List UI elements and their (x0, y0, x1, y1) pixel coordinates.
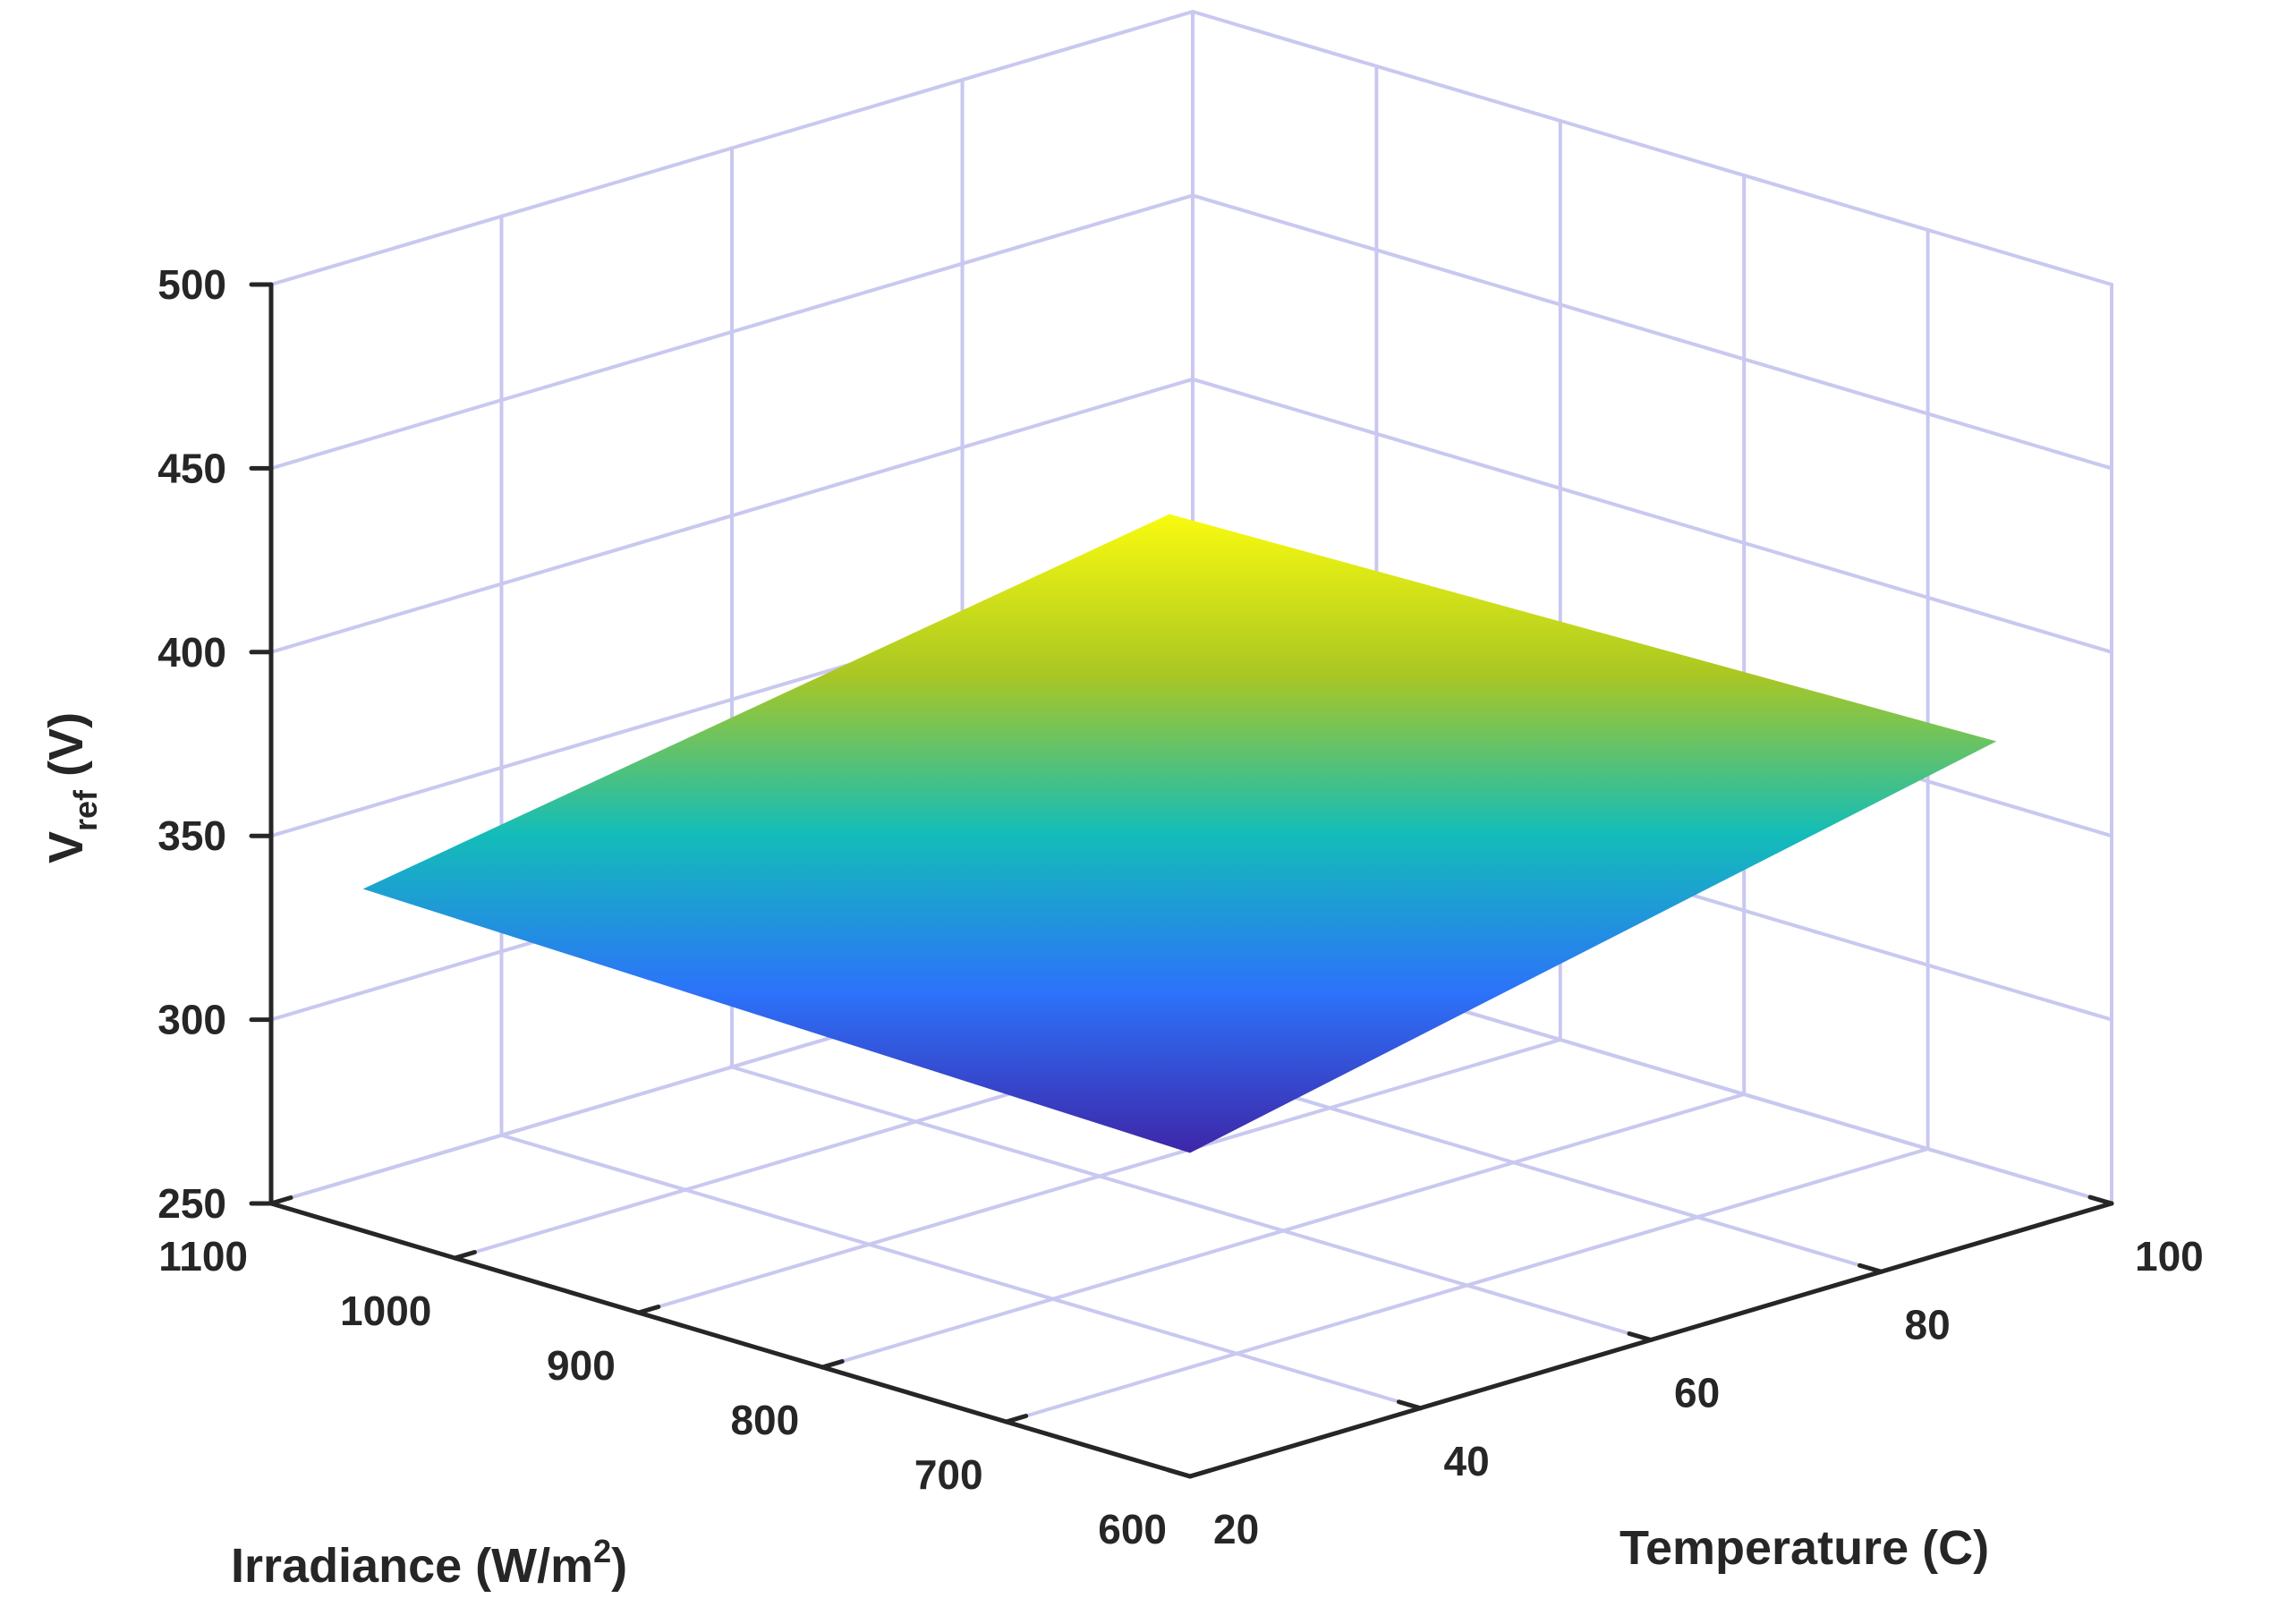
x-axis-line (268, 1201, 1193, 1479)
y-tick-label: 100 (2135, 1233, 2204, 1280)
back-wall-grid-line (269, 377, 1195, 654)
x-tick-mark (820, 1359, 845, 1370)
floor-grid-line (730, 1065, 1653, 1342)
z-tick-label: 300 (157, 997, 226, 1043)
z-tick-label: 450 (157, 445, 226, 491)
y-tick-label: 60 (1674, 1370, 1720, 1416)
back-wall-grid-line (269, 10, 1195, 286)
y-tick-mark (1166, 1467, 1193, 1479)
side-wall-grid-line (1191, 377, 2113, 654)
x-tick-mark (268, 1195, 293, 1206)
x-tick-label: 1000 (340, 1288, 431, 1334)
side-wall-grid-line (1191, 193, 2113, 471)
y-tick-mark (1397, 1399, 1423, 1411)
z-tick-label: 250 (157, 1180, 226, 1227)
back-wall-grid-line (269, 193, 1195, 471)
y-tick-label: 20 (1213, 1506, 1259, 1552)
y-tick-label: 80 (1905, 1301, 1951, 1348)
side-wall-grid-line (1191, 10, 2113, 286)
floor-grid-line (499, 1133, 1423, 1410)
x-tick-label: 600 (1098, 1506, 1167, 1552)
x-tick-label: 800 (730, 1397, 799, 1443)
y-axis-label: Temperature (C) (1620, 1521, 1989, 1575)
y-tick-mark (1627, 1331, 1654, 1342)
tick-labels: 250 300 350 400 450 500 600 700 800 900 1000 1100 20… (157, 261, 2204, 1552)
x-tick-label: 1100 (158, 1233, 248, 1280)
y-tick-mark (1858, 1263, 1883, 1274)
z-tick-label: 400 (157, 629, 226, 676)
axis-labels: Irradiance (W/m2) Temperature (C) Vref (… (39, 712, 1989, 1593)
x-tick-mark (452, 1250, 477, 1261)
z-tick-label: 350 (157, 812, 226, 859)
x-tick-label: 700 (914, 1451, 983, 1498)
z-axis-label: Vref (V) (39, 712, 104, 863)
surface (362, 514, 1997, 1153)
y-tick-mark (2087, 1195, 2114, 1206)
z-tick-label: 500 (157, 261, 226, 308)
surface-patch (362, 514, 1997, 1153)
x-tick-mark (1187, 1468, 1212, 1479)
x-tick-mark (636, 1305, 661, 1315)
axes (249, 282, 2114, 1479)
x-tick-mark (1004, 1414, 1029, 1424)
x-axis-label: Irradiance (W/m2) (231, 1533, 627, 1593)
y-tick-label: 40 (1444, 1438, 1490, 1484)
x-tick-label: 900 (547, 1342, 616, 1389)
